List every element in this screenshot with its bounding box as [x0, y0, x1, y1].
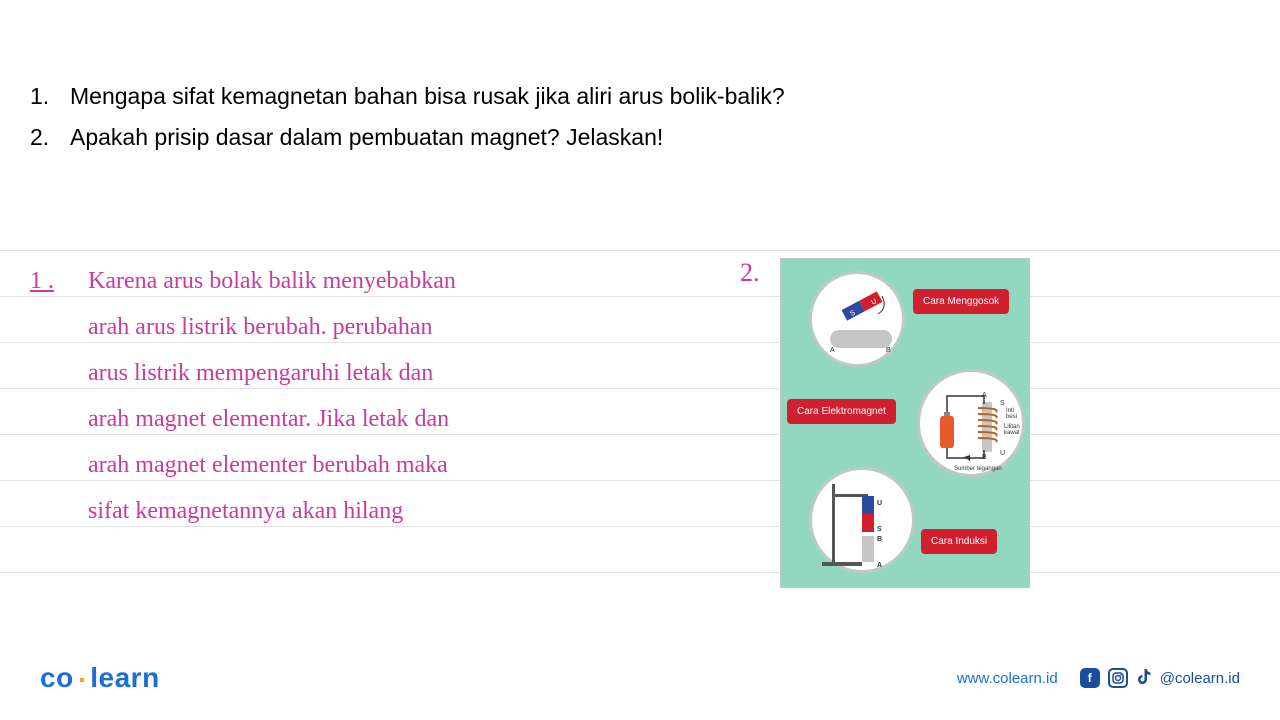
- handwritten-line: arus listrik mempengaruhi letak dan: [88, 350, 750, 396]
- method-circle-induksi: U S B A: [809, 467, 915, 573]
- pole-label-u: U: [877, 500, 882, 507]
- rule-line: [0, 572, 1280, 573]
- facebook-icon[interactable]: f: [1080, 668, 1100, 688]
- brand-logo: co learn: [40, 662, 160, 694]
- pole-label-b: B: [877, 536, 882, 543]
- pole-label-a: A: [877, 562, 882, 569]
- tiktok-icon[interactable]: [1136, 667, 1152, 690]
- handwritten-line: arah magnet elementar. Jika letak dan: [88, 396, 750, 442]
- rubbing-magnet-icon: S U: [812, 274, 908, 370]
- pole-label-s: S: [877, 526, 882, 533]
- social-links: f @colearn.id: [1080, 667, 1240, 690]
- handwritten-answer-1: 1 . Karena arus bolak balik menyebabkana…: [30, 258, 750, 534]
- pole-label-a: A: [982, 392, 987, 399]
- question-number: 2.: [30, 119, 52, 156]
- rule-line: [0, 250, 1280, 251]
- annotation-lilitan: Lilitan kawat: [1004, 424, 1022, 436]
- question-list: 1. Mengapa sifat kemagnetan bahan bisa r…: [0, 0, 1280, 180]
- answer-number-1: 1 .: [30, 258, 54, 304]
- question-number: 1.: [30, 78, 52, 115]
- handwritten-line: Karena arus bolak balik menyebabkan: [88, 258, 750, 304]
- question-text: Apakah prisip dasar dalam pembuatan magn…: [70, 119, 663, 156]
- infographic-magnet-methods: S U A B Cara Menggosok A B: [780, 258, 1030, 588]
- website-link[interactable]: www.colearn.id: [957, 670, 1058, 687]
- pole-label-b: B: [886, 347, 891, 354]
- instagram-icon[interactable]: [1108, 668, 1128, 688]
- handwritten-line: arah arus listrik berubah. perubahan: [88, 304, 750, 350]
- induction-icon: [812, 470, 918, 576]
- answer-number-2: 2.: [740, 258, 760, 288]
- pole-label-b: B: [982, 454, 987, 461]
- method-label-menggosok: Cara Menggosok: [913, 289, 1009, 314]
- annotation-u: U: [1000, 450, 1005, 457]
- logo-learn: learn: [90, 662, 159, 693]
- method-label-elektromagnet: Cara Elektromagnet: [787, 399, 896, 424]
- annotation-s: S: [1000, 400, 1005, 407]
- footer-right: www.colearn.id f @colearn.id: [957, 667, 1240, 690]
- annotation-sumber: Sumber tegangan: [954, 466, 1002, 472]
- method-label-induksi: Cara Induksi: [921, 529, 997, 554]
- annotation-inti-besi: Inti besi: [1006, 408, 1022, 420]
- logo-co: co: [40, 662, 74, 693]
- method-circle-menggosok: S U A B: [809, 271, 905, 367]
- method-circle-elektromagnet: A B S U Inti besi Lilitan kawat Sumber t…: [917, 369, 1025, 477]
- social-handle: @colearn.id: [1160, 670, 1240, 687]
- question-text: Mengapa sifat kemagnetan bahan bisa rusa…: [70, 78, 785, 115]
- handwritten-line: arah magnet elementer berubah maka: [88, 442, 750, 488]
- logo-dot-icon: [80, 678, 84, 682]
- question-item: 2. Apakah prisip dasar dalam pembuatan m…: [30, 119, 1250, 156]
- question-item: 1. Mengapa sifat kemagnetan bahan bisa r…: [30, 78, 1250, 115]
- footer: co learn www.colearn.id f @colearn.id: [0, 660, 1280, 696]
- pole-label-a: A: [830, 347, 835, 354]
- handwritten-line: sifat kemagnetannya akan hilang: [88, 488, 750, 534]
